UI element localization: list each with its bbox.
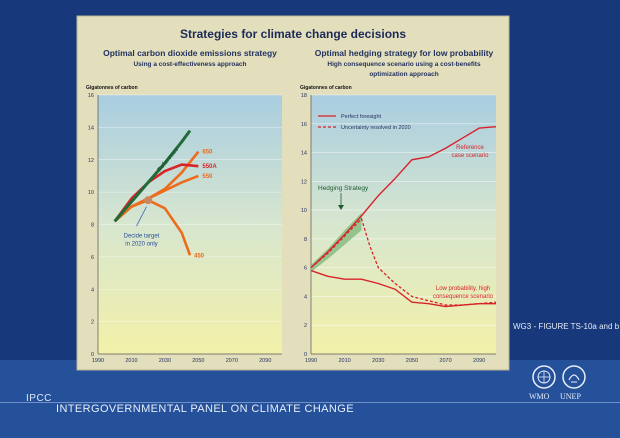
left-decision-point <box>144 196 153 205</box>
unep-emblem-icon <box>562 365 586 389</box>
left-x-tick-label: 2050 <box>192 358 204 364</box>
right-chart-subtitle: High consequence scenario using a cost-b… <box>327 61 481 68</box>
left-series-label: 550 <box>202 174 213 180</box>
left-series-550a-line <box>113 163 199 223</box>
right-x-tick-label: 2070 <box>439 358 451 364</box>
left-series-reference-line <box>113 129 192 223</box>
right-x-tick-label: 2050 <box>406 358 418 364</box>
right-x-tick-label: 2030 <box>372 358 384 364</box>
right-y-tick-label: 4 <box>304 294 307 300</box>
left-chart-title: Optimal carbon dioxide emissions strateg… <box>103 48 277 58</box>
right-series-line-solid <box>310 125 497 269</box>
right-y-tick-label: 10 <box>301 208 307 214</box>
right-lowprob-label: Low probability, high <box>436 286 490 292</box>
left-y-tick-label: 14 <box>88 125 94 131</box>
left-y-tick-label: 10 <box>88 190 94 196</box>
right-y-axis-label: Gigatonnes of carbon <box>300 85 352 91</box>
right-x-tick-label: 2010 <box>339 358 351 364</box>
legend-label-perfect-foresight: Perfect foresight <box>341 114 382 120</box>
wmo-emblem-icon <box>532 365 556 389</box>
left-annotation-text: in 2020 only <box>125 241 157 247</box>
left-y-tick-label: 2 <box>91 320 94 326</box>
figure-reference: WG3 - FIGURE TS-10a and b <box>513 322 620 331</box>
left-x-tick-label: 2010 <box>125 358 137 364</box>
legend-label-uncertainty: Uncertainty resolved in 2020 <box>341 125 411 131</box>
chart-left: Optimal carbon dioxide emissions strateg… <box>86 48 282 364</box>
left-annotation-text: Decide target <box>124 233 160 239</box>
left-y-axis-label: Gigatonnes of carbon <box>86 85 138 91</box>
right-hedging-label: Hedging Strategy <box>318 185 369 192</box>
right-reference-label-2: case scenario <box>451 153 489 159</box>
left-chart-subtitle: Using a cost-effectiveness approach <box>133 61 246 68</box>
right-chart-title: Optimal hedging strategy for low probabi… <box>315 48 494 58</box>
left-series-label: 550A <box>202 164 217 170</box>
right-y-tick-label: 16 <box>301 122 307 128</box>
right-hedging-arrowhead <box>338 205 344 210</box>
left-x-tick-label: 1990 <box>92 358 104 364</box>
left-y-tick-label: 6 <box>91 255 94 261</box>
left-x-tick-label: 2070 <box>226 358 238 364</box>
left-series-label: 450 <box>194 253 205 259</box>
chart-right: Optimal hedging strategy for low probabi… <box>300 48 497 364</box>
left-y-tick-label: 4 <box>91 287 94 293</box>
left-y-tick-label: 12 <box>88 158 94 164</box>
left-y-tick-label: 16 <box>88 93 94 99</box>
right-y-tick-label: 14 <box>301 151 307 157</box>
left-x-tick-label: 2030 <box>159 358 171 364</box>
footer-band <box>0 360 620 438</box>
right-x-tick-label: 1990 <box>305 358 317 364</box>
wmo-label: WMO <box>529 392 550 401</box>
right-y-tick-label: 2 <box>304 323 307 329</box>
left-y-tick-label: 0 <box>91 352 94 358</box>
right-y-tick-label: 12 <box>301 179 307 185</box>
right-x-tick-label: 2090 <box>473 358 485 364</box>
right-y-tick-label: 8 <box>304 237 307 243</box>
right-series-line-dashed <box>310 217 497 306</box>
figure-title: Strategies for climate change decisions <box>180 27 406 41</box>
left-y-tick-label: 8 <box>91 223 94 229</box>
left-series-label: 650 <box>202 150 213 156</box>
right-y-tick-label: 0 <box>304 352 307 358</box>
right-lowprob-label-2: consequence scenario <box>433 294 494 300</box>
left-annotation-arrow <box>136 206 147 227</box>
right-y-tick-label: 6 <box>304 266 307 272</box>
ipcc-short-label: IPCC <box>26 393 52 404</box>
left-series-450-line <box>113 198 192 256</box>
right-chart-subtitle-2: optimization approach <box>369 71 438 78</box>
right-plot-area <box>311 95 496 354</box>
left-x-tick-label: 2090 <box>259 358 271 364</box>
ipcc-full-name: INTERGOVERNMENTAL PANEL ON CLIMATE CHANG… <box>56 403 354 415</box>
right-reference-label: Reference <box>456 145 484 151</box>
unep-label: UNEP <box>560 392 581 401</box>
right-y-tick-label: 18 <box>301 93 307 99</box>
